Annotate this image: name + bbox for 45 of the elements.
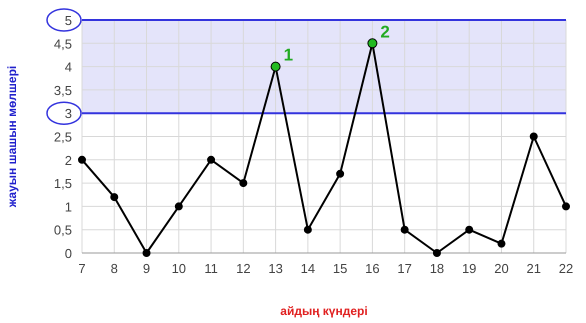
x-tick-label: 22 bbox=[558, 261, 574, 276]
x-axis-title: айдың күндері bbox=[280, 304, 368, 318]
point bbox=[110, 193, 118, 202]
y-axis-title: жауын шашын мөлшері bbox=[5, 66, 19, 208]
y-tick-label: 5 bbox=[64, 13, 72, 28]
point bbox=[239, 179, 248, 188]
x-tick-label: 15 bbox=[332, 261, 348, 276]
y-tick-label: 0,5 bbox=[54, 222, 72, 238]
y-tick-label: 1 bbox=[64, 199, 72, 214]
x-tick-label: 11 bbox=[204, 261, 218, 276]
point bbox=[465, 226, 474, 234]
point bbox=[78, 156, 86, 164]
y-tick-label: 2,5 bbox=[54, 130, 72, 144]
annotation: 1 bbox=[284, 46, 294, 65]
x-tick-label: 10 bbox=[172, 261, 186, 276]
y-tick-label: 0 bbox=[64, 246, 72, 261]
point bbox=[174, 202, 183, 210]
x-tick-label: 14 bbox=[300, 261, 316, 276]
point bbox=[207, 156, 216, 164]
point bbox=[497, 240, 506, 248]
annotation: 2 bbox=[380, 22, 390, 42]
x-tick-label: 7 bbox=[78, 261, 86, 276]
x-tick-label: 16 bbox=[365, 261, 380, 276]
x-tick-label: 12 bbox=[236, 261, 251, 276]
y-tick-label: 4 bbox=[64, 60, 72, 75]
x-tick-label: 21 bbox=[526, 261, 541, 276]
x-tick-label: 9 bbox=[142, 261, 150, 276]
x-tick-label: 13 bbox=[268, 261, 283, 276]
x-tick-label: 17 bbox=[397, 261, 412, 276]
x-tick-label: 20 bbox=[494, 261, 509, 276]
x-tick-label: 8 bbox=[110, 261, 118, 276]
y-tick-label: 3 bbox=[64, 106, 72, 122]
point bbox=[142, 249, 151, 257]
point bbox=[304, 226, 312, 234]
x-tick-label: 18 bbox=[430, 261, 444, 276]
y-tick-label: 2 bbox=[64, 152, 72, 168]
point bbox=[562, 202, 570, 210]
point bbox=[400, 226, 409, 234]
y-tick-label: 3,5 bbox=[54, 82, 72, 98]
point bbox=[530, 132, 538, 140]
y-tick-label: 4,5 bbox=[54, 36, 72, 52]
y-tick-label: 1,5 bbox=[54, 176, 72, 192]
point bbox=[336, 170, 344, 178]
x-tick-label: 19 bbox=[462, 261, 476, 276]
point bbox=[432, 249, 441, 257]
